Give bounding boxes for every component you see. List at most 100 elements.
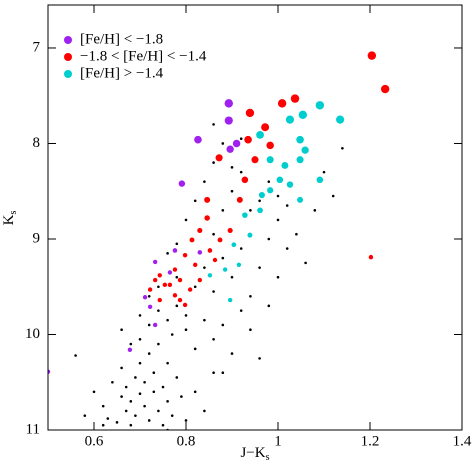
point — [184, 314, 188, 317]
point — [147, 352, 151, 355]
point — [166, 400, 169, 403]
point — [249, 209, 252, 212]
point — [167, 282, 173, 288]
point — [129, 423, 133, 427]
point — [182, 252, 188, 258]
point — [226, 145, 234, 153]
point — [221, 371, 225, 374]
point — [298, 110, 307, 119]
point — [197, 277, 202, 283]
legend-label: [Fe/H] < −1.8 — [80, 31, 163, 47]
point — [129, 342, 133, 346]
point — [170, 333, 174, 336]
point — [241, 176, 249, 184]
legend-marker — [64, 53, 72, 61]
y-label-main: K — [1, 214, 17, 225]
point — [152, 390, 156, 394]
point — [157, 309, 160, 312]
point — [266, 156, 274, 164]
point — [336, 115, 345, 124]
point — [224, 116, 233, 125]
point — [221, 209, 225, 212]
point — [221, 256, 225, 260]
point — [120, 366, 123, 370]
point — [170, 414, 174, 417]
point — [147, 304, 153, 309]
point — [157, 285, 160, 289]
point — [267, 180, 271, 183]
point — [120, 395, 123, 398]
x-tick-label: 0.6 — [85, 433, 104, 449]
x-tick-label: 0.8 — [177, 433, 196, 449]
point — [147, 294, 151, 298]
x-tick-label: 1.4 — [453, 433, 472, 449]
y-label-sub: s — [8, 211, 19, 215]
axes-frame — [47, 4, 463, 431]
point — [276, 194, 280, 198]
point — [316, 176, 324, 184]
point — [297, 196, 304, 203]
point — [367, 51, 377, 60]
point — [227, 297, 233, 303]
point — [296, 156, 304, 164]
point — [138, 392, 142, 396]
point — [245, 108, 255, 118]
point — [266, 141, 274, 150]
point — [203, 318, 206, 322]
point — [221, 323, 225, 327]
legend-label: [Fe/H] > −1.4 — [80, 65, 164, 81]
point — [147, 419, 151, 422]
point — [129, 400, 133, 403]
point — [111, 380, 114, 384]
point — [296, 135, 304, 144]
point — [134, 414, 137, 417]
point — [281, 161, 289, 169]
point — [152, 277, 158, 283]
point — [48, 369, 51, 374]
point — [239, 247, 243, 250]
point — [204, 215, 210, 221]
point — [142, 295, 148, 300]
point — [203, 180, 206, 183]
point — [157, 273, 162, 278]
point — [178, 180, 186, 187]
point — [138, 361, 142, 365]
point — [184, 419, 188, 422]
point — [244, 135, 252, 144]
point — [147, 323, 151, 327]
legend-marker — [64, 36, 72, 44]
point — [231, 242, 237, 248]
point — [177, 297, 183, 303]
point — [172, 267, 178, 272]
point — [230, 189, 234, 193]
y-tick-label: 11 — [26, 421, 40, 437]
point — [184, 218, 188, 222]
point — [124, 409, 128, 413]
point — [236, 196, 243, 203]
point — [230, 275, 234, 279]
point — [239, 170, 243, 174]
point — [127, 347, 133, 352]
point — [212, 257, 218, 263]
point — [285, 115, 295, 124]
point — [152, 322, 158, 328]
point — [193, 262, 198, 267]
point — [277, 99, 287, 108]
point — [193, 390, 197, 394]
x-tick-label: 1 — [274, 433, 282, 449]
point — [143, 404, 146, 408]
point — [175, 376, 179, 379]
point — [204, 196, 211, 203]
point — [175, 242, 179, 246]
point — [106, 417, 110, 420]
point — [267, 187, 274, 194]
point — [256, 131, 264, 139]
point — [227, 227, 233, 233]
point — [249, 294, 252, 298]
point — [258, 191, 265, 199]
point — [239, 309, 243, 312]
point — [162, 282, 168, 288]
point — [92, 390, 96, 394]
point — [222, 267, 228, 272]
